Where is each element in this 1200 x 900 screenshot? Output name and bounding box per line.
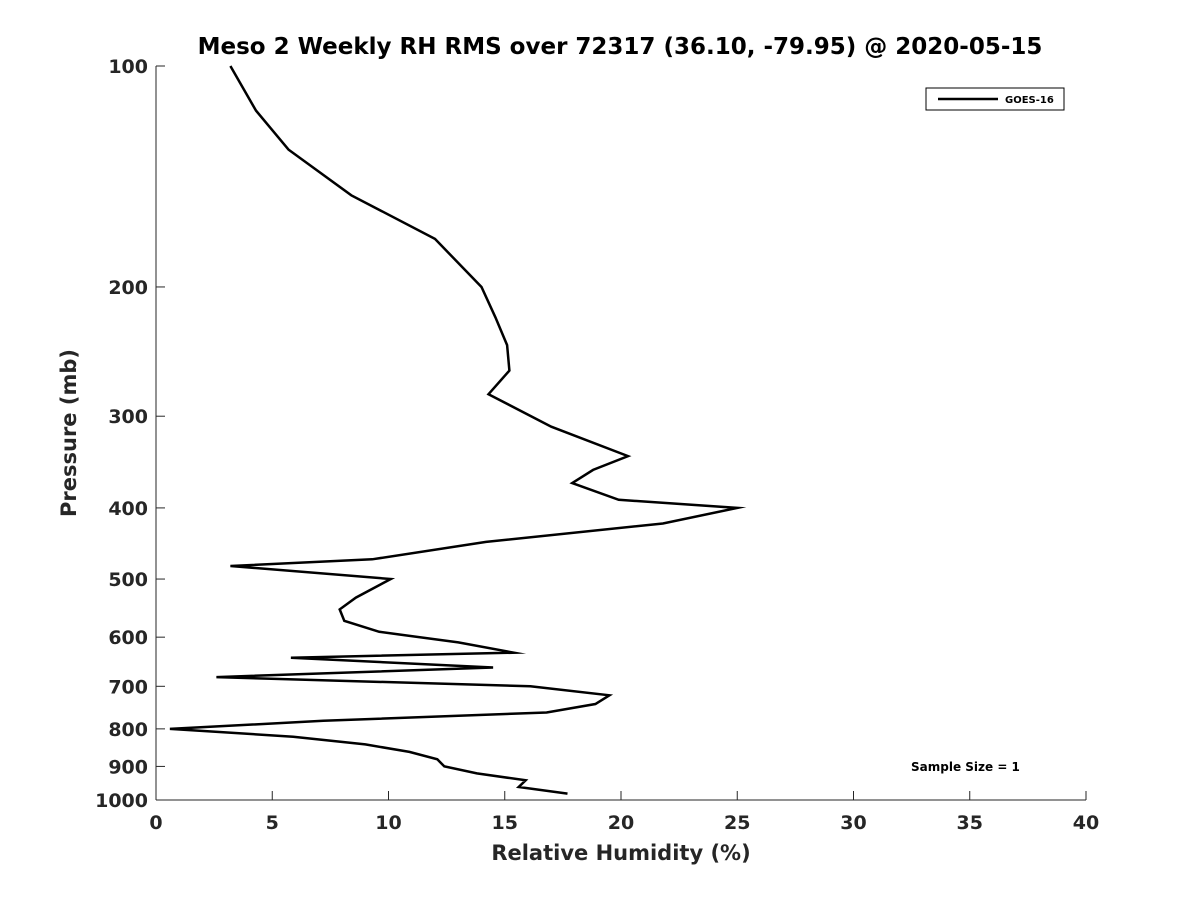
sample-size-annotation: Sample Size = 1 xyxy=(911,760,1020,774)
legend: GOES-16 xyxy=(925,87,1065,111)
series-layer xyxy=(169,65,747,795)
y-tick-label-6: 700 xyxy=(108,676,148,698)
y-tick-label-5: 600 xyxy=(108,627,148,649)
y-tick-label-1: 200 xyxy=(108,277,148,299)
y-tick-label-3: 400 xyxy=(108,498,148,520)
y-tick-label-8: 900 xyxy=(108,756,148,778)
y-axis-label: Pressure (mb) xyxy=(57,349,81,517)
y-tick-label-9: 1000 xyxy=(95,790,148,812)
legend-label-goes-16: GOES-16 xyxy=(1005,95,1054,106)
x-tick-label-7: 35 xyxy=(957,812,983,834)
x-axis-ticks: 0 5 10 15 20 25 30 35 40 xyxy=(149,791,1099,834)
y-tick-label-4: 500 xyxy=(108,569,148,591)
y-tick-label-2: 300 xyxy=(108,406,148,428)
x-tick-label-5: 25 xyxy=(724,812,750,834)
y-axis-ticks: 100 200 300 400 500 600 700 800 900 1000 xyxy=(95,56,165,812)
plot-area xyxy=(155,66,1086,801)
x-tick-label-3: 15 xyxy=(492,812,518,834)
x-tick-label-0: 0 xyxy=(149,812,162,834)
series-line-goes-16 xyxy=(169,65,747,795)
x-tick-label-4: 20 xyxy=(608,812,634,834)
x-tick-label-6: 30 xyxy=(840,812,866,834)
y-tick-label-0: 100 xyxy=(108,56,148,78)
x-tick-label-1: 5 xyxy=(266,812,279,834)
x-tick-label-2: 10 xyxy=(375,812,401,834)
x-tick-label-8: 40 xyxy=(1073,812,1099,834)
y-tick-label-7: 800 xyxy=(108,719,148,741)
chart-title: Meso 2 Weekly RH RMS over 72317 (36.10, … xyxy=(198,34,1043,60)
x-axis-label: Relative Humidity (%) xyxy=(491,841,750,865)
